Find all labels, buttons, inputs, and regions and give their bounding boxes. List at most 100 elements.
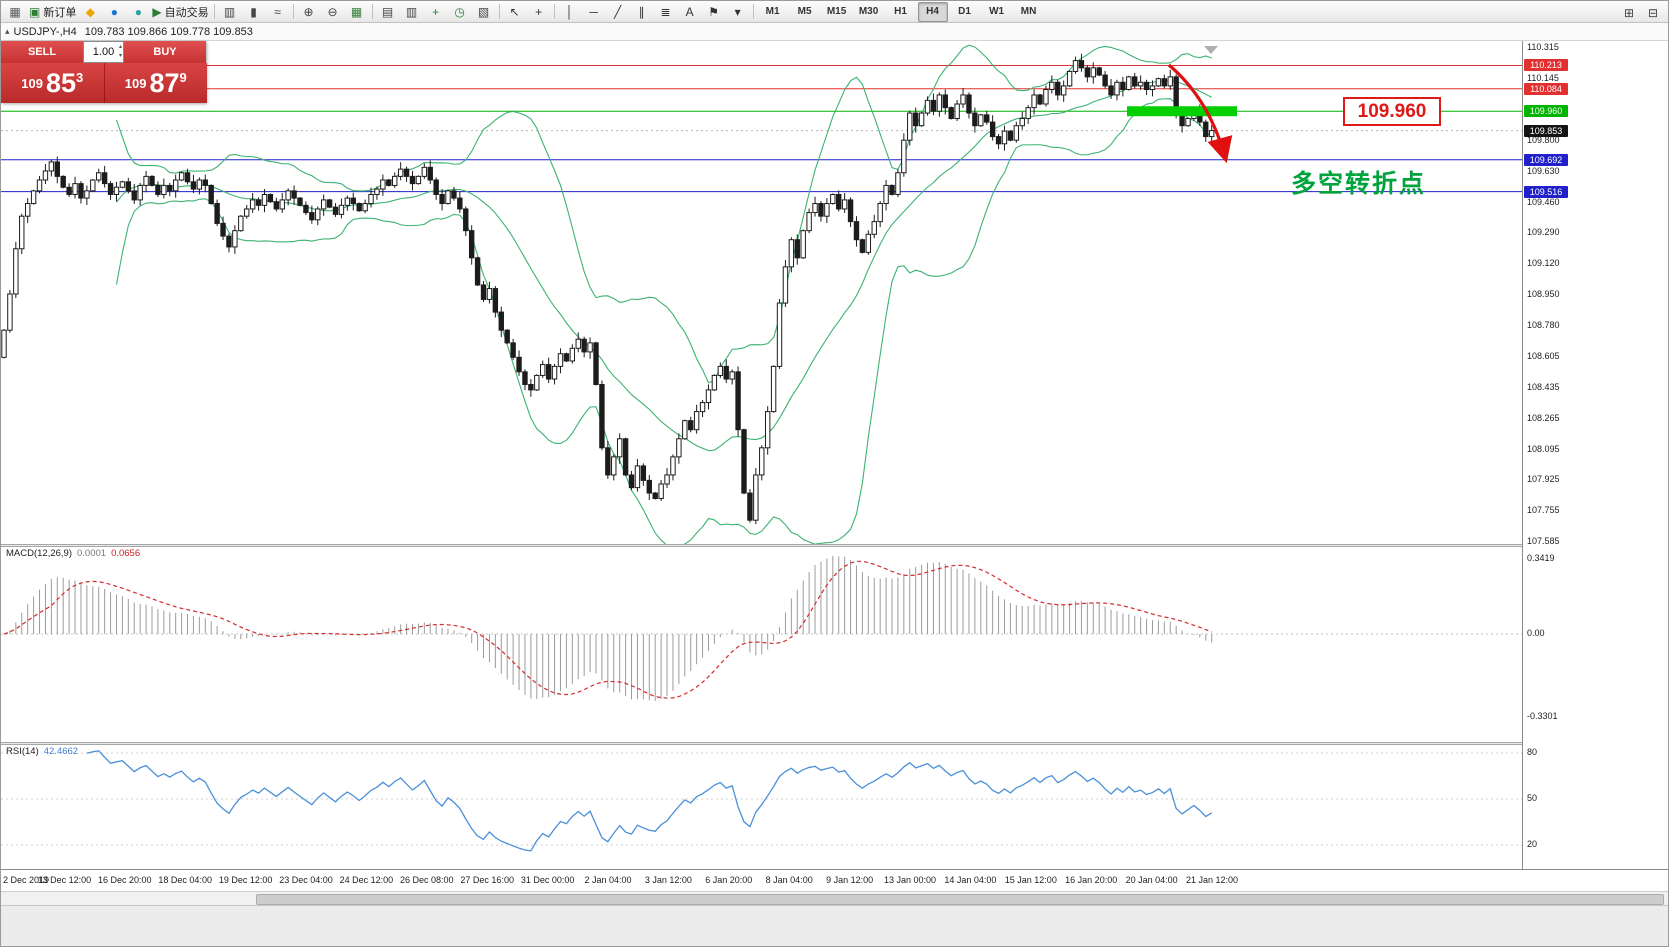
chart-shift-marker[interactable] bbox=[1204, 46, 1218, 54]
timeframe-D1-button[interactable]: D1 bbox=[958, 6, 971, 17]
crosshair-button[interactable]: + bbox=[528, 2, 550, 22]
time-axis-label: 16 Dec 20:00 bbox=[98, 875, 152, 885]
toolbar-separator bbox=[292, 4, 294, 19]
price-scale-label: 109.630 bbox=[1527, 165, 1560, 176]
timeframe-M30-button[interactable]: M30 bbox=[858, 6, 879, 17]
main-price-chart[interactable] bbox=[1, 41, 1522, 544]
price-scale[interactable]: 110.315 110.145 109.800 109.630 109.460 109.2… bbox=[1522, 41, 1668, 869]
fibonacci-retracement-icon: ≣ bbox=[660, 4, 671, 19]
templates-button[interactable]: ▧ bbox=[473, 2, 495, 22]
price-scale-label: 20 bbox=[1527, 839, 1538, 849]
volume-up-button[interactable]: ▴ bbox=[118, 44, 122, 50]
toolbar-separator bbox=[213, 4, 215, 19]
timeframe-M15-button[interactable]: M15 bbox=[826, 6, 847, 17]
fibonacci-retracement-button[interactable]: ≣ bbox=[655, 2, 677, 22]
cascade-windows-button[interactable]: ▤ bbox=[377, 2, 399, 22]
price-scale-label: 109.460 bbox=[1527, 196, 1560, 207]
profiles-icon: ⊞ bbox=[1623, 6, 1635, 20]
sell-button[interactable]: SELL bbox=[1, 41, 83, 63]
arrows-dropdown-button[interactable]: ▾ bbox=[727, 2, 749, 22]
market-watch-icon: ● bbox=[134, 4, 142, 19]
cursor-button[interactable]: ↖ bbox=[504, 2, 526, 22]
chart-bars-button[interactable]: ▥ bbox=[219, 2, 241, 22]
toolbar-separator bbox=[371, 4, 373, 19]
panel-separator[interactable] bbox=[1, 742, 1668, 745]
mql5-community-button[interactable]: ◆ bbox=[79, 2, 101, 22]
chart-candlesticks-button[interactable]: ▮ bbox=[243, 2, 265, 22]
zoom-in-button[interactable]: ⊕ bbox=[298, 2, 320, 22]
chart-candlesticks-icon: ▮ bbox=[250, 4, 257, 19]
period-converter-icon: ◷ bbox=[454, 4, 465, 19]
turning-point-text[interactable]: 多空转折点 bbox=[1291, 170, 1427, 198]
profiles-button[interactable]: ⊞ bbox=[1618, 3, 1640, 23]
timeframe-H4-button[interactable]: H4 bbox=[917, 1, 948, 22]
scrollbar-thumb[interactable] bbox=[256, 894, 1664, 905]
price-scale-label: 108.605 bbox=[1527, 351, 1560, 362]
timeframe-M5-button[interactable]: M5 bbox=[797, 6, 812, 17]
red-down-arrow[interactable] bbox=[1167, 63, 1233, 164]
buy-price-display[interactable]: 109 87 9 bbox=[103, 63, 207, 103]
horizontal-line-button[interactable]: ─ bbox=[583, 2, 605, 22]
buy-button[interactable]: BUY bbox=[124, 41, 206, 63]
sell-price-display[interactable]: 109 85 3 bbox=[1, 63, 104, 103]
time-axis-label: 21 Jan 12:00 bbox=[1185, 875, 1239, 885]
panel-separator[interactable] bbox=[1, 544, 1668, 547]
price-badge-109.853: 109.853 bbox=[1524, 124, 1568, 137]
auto-arrange-button[interactable]: ▦ bbox=[346, 2, 368, 22]
timeframe-H1-button[interactable]: H1 bbox=[894, 6, 907, 17]
volume-down-button[interactable]: ▾ bbox=[118, 53, 122, 59]
cursor-icon: ↖ bbox=[509, 4, 520, 19]
trend-line-icon: ╱ bbox=[613, 4, 622, 19]
time-axis-label: 15 Jan 12:00 bbox=[1004, 875, 1057, 885]
price-scale-label: 80 bbox=[1527, 747, 1538, 757]
time-axis-label: 20 Jan 04:00 bbox=[1125, 875, 1178, 885]
text-button[interactable]: A bbox=[679, 2, 701, 22]
price-badge-110.213: 110.213 bbox=[1524, 59, 1568, 72]
horizontal-scrollbar[interactable] bbox=[1, 891, 1668, 905]
zoom-out-button[interactable]: ⊖ bbox=[322, 2, 344, 22]
price-scale-label: 107.585 bbox=[1527, 536, 1560, 546]
rsi-panel[interactable] bbox=[1, 745, 1522, 869]
auto-trading-button[interactable]: ▶ 自动交易 bbox=[151, 2, 209, 22]
market-watch-button[interactable]: ● bbox=[127, 2, 149, 22]
new-chart-icon: ▦ bbox=[9, 4, 21, 19]
text-label-button[interactable]: ⚑ bbox=[703, 2, 725, 22]
zoom-out-icon: ⊖ bbox=[327, 4, 338, 19]
period-converter-button[interactable]: ◷ bbox=[449, 2, 471, 22]
time-axis[interactable]: 2 Dec 2019 13 Dec 12:00 16 Dec 20:00 18 Dec… bbox=[1, 869, 1668, 891]
vertical-line-button[interactable]: │ bbox=[559, 2, 581, 22]
volume-input[interactable]: 1.00 ▴ ▾ bbox=[83, 41, 124, 63]
metaquotes-services-icon: ● bbox=[110, 4, 118, 19]
add-indicator-button[interactable]: + bbox=[425, 2, 447, 22]
one-click-trading-panel: SELL 1.00 ▴ ▾ BUY 109 85 3 109 87 9 bbox=[1, 41, 207, 103]
new-chart-button[interactable]: ▦ bbox=[4, 2, 26, 22]
toolbar-separator bbox=[498, 4, 500, 19]
green-zone-rectangle[interactable] bbox=[1127, 106, 1237, 117]
app-toolbar: ▦ ▣ 新订单 ◆ ● ● ▶ 自动交易 ▥ ▮ ≈ ⊕ ⊖ ▦ ▤ ▥ + ◷ ▧ ↖ + │ ─ ╱ ∥ ≣ A ⚑ ▾ M1 M5 M1… bbox=[1, 1, 1668, 23]
button-label: 新订单 bbox=[43, 6, 77, 19]
timeframe-W1-button[interactable]: W1 bbox=[989, 6, 1005, 17]
arrows-dropdown-icon: ▾ bbox=[734, 4, 741, 19]
time-axis-label: 26 Dec 08:00 bbox=[400, 875, 454, 885]
mql5-community-icon: ◆ bbox=[85, 4, 95, 19]
timeframe-M1-button[interactable]: M1 bbox=[765, 6, 780, 17]
collapse-panel-icon[interactable]: ▴ bbox=[5, 26, 10, 36]
chart-line-button[interactable]: ≈ bbox=[267, 2, 289, 22]
trend-line-button[interactable]: ╱ bbox=[607, 2, 629, 22]
price-annotation-box[interactable]: 109.960 bbox=[1343, 97, 1441, 126]
new-order-button[interactable]: ▣ 新订单 bbox=[28, 2, 77, 22]
window-list-button[interactable]: ⊟ bbox=[1642, 3, 1664, 23]
bollinger-bands bbox=[115, 44, 1213, 544]
timeframe-MN-button[interactable]: MN bbox=[1020, 6, 1037, 17]
toolbar-separator bbox=[553, 4, 555, 19]
time-axis-label: 2 Jan 04:00 bbox=[584, 875, 632, 885]
price-scale-label: 0.3419 bbox=[1527, 553, 1555, 563]
price-scale-label: 108.435 bbox=[1527, 382, 1560, 393]
time-axis-label: 13 Jan 00:00 bbox=[883, 875, 937, 885]
chart-title-strip: ▴ USDJPY-,H4 109.783 109.866 109.778 109… bbox=[1, 23, 1668, 41]
time-axis-label: 16 Jan 20:00 bbox=[1065, 875, 1118, 885]
tile-windows-button[interactable]: ▥ bbox=[401, 2, 423, 22]
equidistant-channel-button[interactable]: ∥ bbox=[631, 2, 653, 22]
metaquotes-services-button[interactable]: ● bbox=[103, 2, 125, 22]
macd-panel[interactable] bbox=[1, 547, 1522, 742]
